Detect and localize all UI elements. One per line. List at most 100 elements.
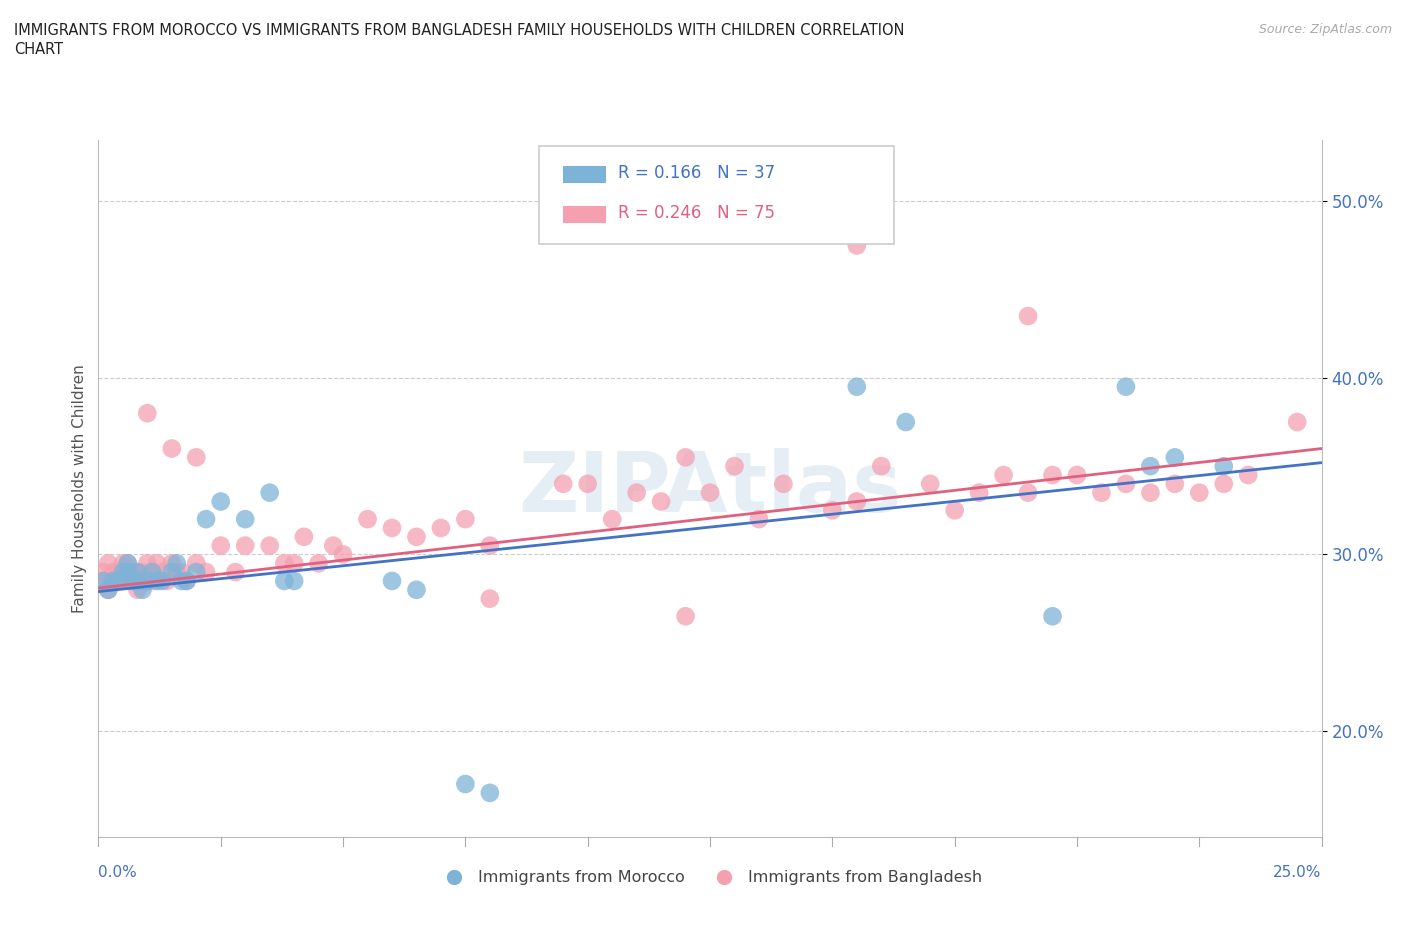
Point (283, 574, 305, 589)
Point (121, 574, 143, 589)
Point (1139, 485, 1161, 500)
Point (1164, 476, 1187, 491)
Point (993, 468, 1015, 483)
Point (675, 609, 697, 624)
Point (224, 565, 246, 579)
Point (478, 786, 501, 801)
Point (650, 494, 672, 509)
Point (273, 556, 295, 571)
Point (127, 574, 149, 589)
Point (273, 574, 295, 589)
Point (454, 512, 477, 526)
Point (845, 238, 868, 253)
Point (176, 574, 198, 589)
Point (101, 574, 124, 589)
Point (233, 538, 256, 553)
Point (107, 574, 129, 589)
Point (166, 565, 188, 579)
Point (121, 574, 143, 589)
Text: R = 0.166   N = 37: R = 0.166 N = 37 (619, 164, 776, 182)
Point (748, 512, 770, 526)
Point (405, 582, 427, 597)
Point (107, 574, 129, 589)
Point (136, 405, 159, 420)
Point (699, 485, 721, 500)
Point (117, 556, 139, 571)
Point (821, 503, 844, 518)
Point (1237, 468, 1260, 483)
Point (259, 538, 281, 553)
Y-axis label: Family Households with Children: Family Households with Children (72, 364, 87, 613)
Point (967, 485, 990, 500)
Point (920, 476, 942, 491)
Point (454, 777, 477, 791)
Point (381, 574, 404, 589)
Point (141, 574, 163, 589)
Point (170, 565, 193, 579)
Point (772, 476, 794, 491)
Point (141, 565, 163, 579)
Point (136, 574, 159, 589)
Point (1115, 379, 1137, 394)
Point (97, 582, 120, 597)
Point (894, 415, 917, 430)
Bar (564, 166, 606, 183)
Point (576, 476, 599, 491)
Point (381, 521, 404, 536)
Text: 0.0%: 0.0% (98, 865, 138, 880)
Point (107, 565, 129, 579)
Point (1212, 458, 1234, 473)
Point (111, 574, 134, 589)
Point (117, 565, 139, 579)
Point (430, 521, 453, 536)
Point (150, 565, 173, 579)
Point (1090, 485, 1112, 500)
Point (91, 574, 114, 589)
Point (308, 556, 330, 571)
Point (1164, 450, 1187, 465)
Point (186, 556, 208, 571)
Point (1042, 468, 1064, 483)
Point (870, 458, 893, 473)
Point (97, 582, 120, 597)
Point (117, 556, 139, 571)
Point (170, 574, 193, 589)
Point (1115, 476, 1137, 491)
Point (111, 556, 134, 571)
Point (723, 458, 745, 473)
Point (91, 574, 114, 589)
Point (1042, 609, 1064, 624)
Point (1017, 485, 1039, 500)
Point (166, 556, 188, 571)
Point (131, 565, 153, 579)
Point (117, 574, 139, 589)
Legend: Immigrants from Morocco, Immigrants from Bangladesh: Immigrants from Morocco, Immigrants from… (432, 864, 988, 892)
Point (186, 450, 208, 465)
FancyBboxPatch shape (538, 147, 894, 245)
Point (186, 565, 208, 579)
Bar (564, 206, 606, 223)
Point (478, 591, 501, 606)
Point (131, 574, 153, 589)
Point (160, 441, 183, 456)
Point (283, 556, 305, 571)
Point (322, 538, 344, 553)
Point (160, 556, 183, 571)
Point (626, 485, 648, 500)
Point (146, 556, 169, 571)
Point (136, 556, 159, 571)
Point (1188, 485, 1211, 500)
Point (176, 574, 198, 589)
Point (1286, 415, 1309, 430)
Point (111, 565, 134, 579)
Point (160, 565, 183, 579)
Point (121, 565, 143, 579)
Point (356, 512, 378, 526)
Point (943, 503, 966, 518)
Point (136, 574, 159, 589)
Point (675, 450, 697, 465)
Text: IMMIGRANTS FROM MOROCCO VS IMMIGRANTS FROM BANGLADESH FAMILY HOUSEHOLDS WITH CHI: IMMIGRANTS FROM MOROCCO VS IMMIGRANTS FR… (14, 23, 904, 38)
Point (845, 494, 868, 509)
Point (195, 512, 218, 526)
Point (101, 565, 124, 579)
